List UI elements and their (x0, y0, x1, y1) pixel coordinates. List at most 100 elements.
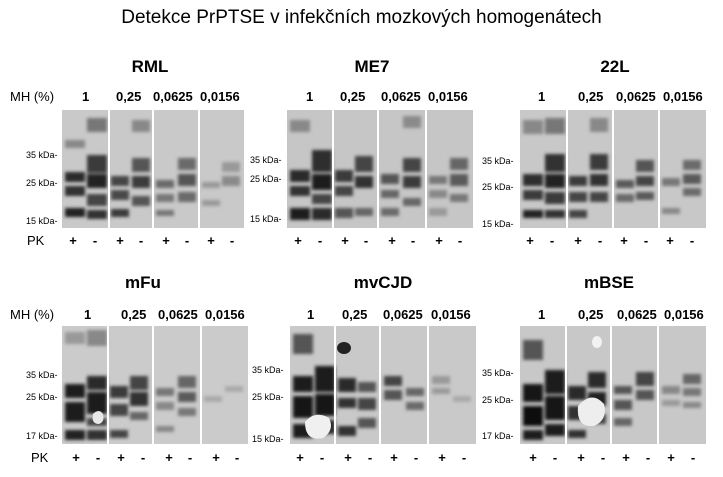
pk-plus: + (72, 450, 80, 465)
mh-label-top: MH (%) (10, 89, 55, 104)
pk-plus: + (526, 233, 534, 248)
marker-label: 15 kDa- (252, 434, 284, 444)
pk-minus: - (317, 233, 323, 248)
conc-label: 0,0156 (664, 307, 704, 322)
pk-minus: - (187, 450, 193, 465)
marker-label: 35 kDa- (26, 150, 58, 160)
pk-minus: - (645, 450, 651, 465)
strain-title-me7: ME7 (354, 57, 390, 76)
conc-label: 1 (82, 89, 90, 104)
pk-plus: + (116, 233, 124, 248)
marker-label: 35 kDa- (252, 365, 284, 375)
marker-label: 25 kDa- (252, 392, 284, 402)
pk-plus: + (294, 233, 302, 248)
marker-label: 35 kDa- (482, 156, 514, 166)
conc-label: 0,0625 (383, 307, 423, 322)
pk-plus: + (435, 233, 443, 248)
pk-plus: + (69, 233, 77, 248)
marker-label: 25 kDa- (482, 395, 514, 405)
conc-label: 0,0156 (431, 307, 471, 322)
marker-label: 25 kDa- (26, 178, 58, 188)
pk-minus: - (138, 233, 144, 248)
conc-label: 1 (306, 89, 314, 104)
pk-minus: - (689, 233, 695, 248)
pk-minus: - (367, 450, 373, 465)
pk-plus: + (622, 450, 630, 465)
pk-plus: + (212, 450, 220, 465)
mh-label-bottom: MH (%) (10, 307, 55, 322)
pk-plus: + (162, 233, 170, 248)
conc-label: 0,0625 (153, 89, 193, 104)
pk-minus: - (410, 233, 416, 248)
conc-label: 0,0156 (663, 89, 703, 104)
strain-title-mfu: mFu (125, 273, 161, 292)
marker-label: 35 kDa- (250, 155, 282, 165)
pk-plus: + (117, 450, 125, 465)
marker-label: 17 kDa- (482, 431, 514, 441)
conc-label: 0,25 (578, 89, 604, 104)
pk-minus: - (319, 450, 325, 465)
western-blot-22l (520, 110, 706, 228)
pk-minus: - (600, 450, 606, 465)
western-blot-me7 (287, 110, 473, 228)
pk-plus: + (207, 233, 215, 248)
conc-label: 0,0625 (158, 307, 198, 322)
pk-minus: - (363, 233, 369, 248)
strain-title-rml: RML (131, 57, 169, 76)
pk-minus: - (457, 233, 463, 248)
conc-label: 0,25 (578, 307, 604, 322)
strain-title-22l: 22L (600, 57, 630, 76)
western-blot-mvcjd (290, 326, 476, 444)
pk-plus: + (667, 450, 675, 465)
western-blot-mbse (520, 326, 706, 444)
western-blot-rml (62, 110, 244, 228)
pk-minus: - (643, 233, 649, 248)
pk-minus: - (597, 233, 603, 248)
conc-label: 1 (307, 307, 315, 322)
pk-minus: - (549, 233, 555, 248)
pk-plus: + (529, 450, 537, 465)
conc-label: 0,25 (121, 307, 147, 322)
pk-plus: + (574, 233, 582, 248)
marker-label: 25 kDa- (250, 174, 282, 184)
conc-label: 1 (84, 307, 92, 322)
pk-minus: - (690, 450, 696, 465)
conc-label: 0,25 (116, 89, 142, 104)
conc-label: 0,0625 (381, 89, 421, 104)
conc-label: 0,0625 (616, 89, 656, 104)
pk-minus: - (184, 233, 190, 248)
pk-plus: + (577, 450, 585, 465)
marker-label: 17 kDa- (26, 431, 58, 441)
pk-minus: - (92, 233, 98, 248)
marker-label: 25 kDa- (482, 182, 514, 192)
marker-label: 15 kDa- (482, 219, 514, 229)
pk-minus: - (95, 450, 101, 465)
conc-label: 0,0156 (200, 89, 240, 104)
pk-minus: - (140, 450, 146, 465)
marker-label: 35 kDa- (482, 368, 514, 378)
conc-label: 0,0625 (617, 307, 657, 322)
marker-label: 15 kDa- (250, 214, 282, 224)
pk-plus: + (296, 450, 304, 465)
marker-label: 25 kDa- (26, 392, 58, 402)
pk-plus: + (390, 450, 398, 465)
pk-minus: - (234, 450, 240, 465)
pk-minus: - (552, 450, 558, 465)
conc-label: 1 (538, 307, 546, 322)
strain-title-mvcjd: mvCJD (353, 273, 413, 292)
pk-minus: - (413, 450, 419, 465)
conc-label: 0,25 (342, 307, 368, 322)
conc-label: 0,0156 (205, 307, 245, 322)
pk-plus: + (344, 450, 352, 465)
conc-label: 0,25 (340, 89, 366, 104)
marker-label: 35 kDa- (26, 370, 58, 380)
pk-minus: - (229, 233, 235, 248)
pk-minus: - (461, 450, 467, 465)
pk-plus: + (438, 450, 446, 465)
pk-plus: + (165, 450, 173, 465)
conc-label: 1 (538, 89, 546, 104)
strain-title-mbse: mBSE (583, 273, 635, 292)
marker-label: 15 kDa- (26, 216, 58, 226)
conc-label: 0,0156 (428, 89, 468, 104)
pk-label-top: PK (27, 233, 45, 248)
